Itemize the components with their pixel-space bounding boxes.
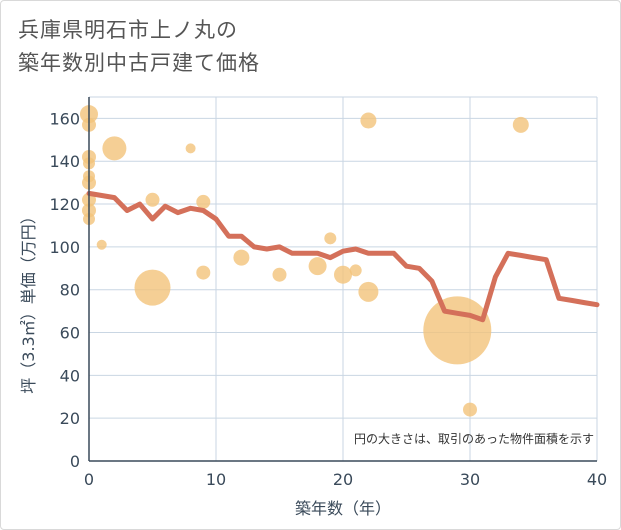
bubble-point — [134, 269, 171, 306]
bubble-point — [102, 136, 127, 161]
bubble-point — [358, 281, 379, 302]
bubble-point — [463, 402, 477, 417]
bubble-point — [349, 264, 362, 277]
chart-title-line-1: 兵庫県明石市上ノ丸の — [18, 18, 238, 42]
bubble-point — [512, 116, 529, 133]
y-tick-label: 40 — [60, 366, 80, 385]
y-tick-label: 60 — [60, 324, 80, 343]
gridlines — [89, 96, 598, 461]
price-trend-line — [86, 190, 600, 323]
x-tick-label: 30 — [460, 470, 480, 489]
bubble-point — [334, 265, 352, 284]
y-tick-label: 120 — [49, 195, 80, 214]
tick-labels: 0 10 20 30 40 0 20 40 60 80 100 120 140 160 — [49, 109, 607, 489]
y-tick-label: 160 — [49, 109, 80, 128]
bubble-point — [423, 296, 492, 365]
bubble-point — [360, 112, 377, 129]
x-tick-label: 20 — [333, 470, 353, 489]
x-tick-label: 0 — [84, 470, 94, 489]
bubble-point — [272, 267, 287, 282]
bubble-point — [233, 249, 250, 266]
axes — [88, 97, 597, 462]
bubble-point — [324, 232, 337, 245]
y-tick-label: 0 — [70, 452, 80, 471]
x-axis-label: 築年数（年） — [295, 499, 391, 518]
bubble-series — [80, 105, 529, 417]
x-tick-label: 10 — [206, 470, 226, 489]
bubble-point — [145, 192, 160, 207]
y-tick-label: 20 — [60, 409, 80, 428]
y-tick-label: 80 — [60, 281, 80, 300]
bubble-point — [196, 194, 211, 209]
y-tick-label: 100 — [49, 238, 80, 257]
bubble-point — [185, 143, 196, 154]
y-tick-label: 140 — [49, 152, 80, 171]
y-axis-label: 坪（3.3㎡）単価（万円） — [19, 208, 38, 393]
bubble-point — [96, 239, 107, 250]
chart-title: 兵庫県明石市上ノ丸の 築年数別中古戸建て価格 — [18, 14, 260, 80]
line-series — [86, 190, 600, 323]
bubble-size-note: 円の大きさは、取引のあった物件面積を示す — [354, 431, 594, 446]
bubble-point — [308, 257, 327, 276]
x-tick-label: 40 — [587, 470, 607, 489]
bubble-point — [196, 265, 211, 280]
chart-title-line-2: 築年数別中古戸建て価格 — [18, 51, 260, 75]
